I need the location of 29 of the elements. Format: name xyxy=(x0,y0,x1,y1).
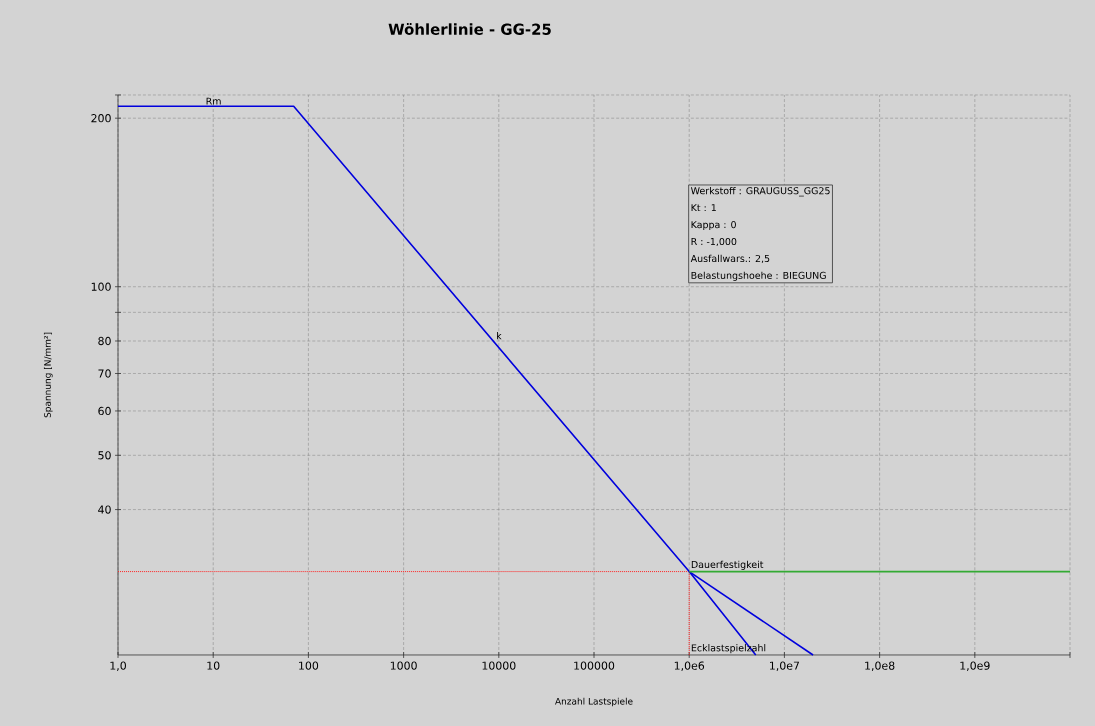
x-tick-label: 1,0 xyxy=(110,661,126,671)
annotation: R : -1,000 xyxy=(691,237,737,247)
annotation: Werkstoff : GRAUGUSS_GG25 xyxy=(690,186,830,197)
x-tick-label: 10000 xyxy=(482,661,516,670)
y-tick-label: 200 xyxy=(91,114,111,123)
x-tick-label: 100000 xyxy=(574,661,615,670)
x-axis-title: Anzahl Lastspiele xyxy=(555,697,633,707)
x-tick-label: 100 xyxy=(299,661,319,670)
annotation: Kt : 1 xyxy=(691,204,716,212)
y-tick-label: 100 xyxy=(91,282,111,291)
y-tick-label: 50 xyxy=(98,451,111,460)
x-tick-label: 1,0e7 xyxy=(770,661,800,671)
y-tick-label: 80 xyxy=(98,336,111,346)
annotation: Rm xyxy=(206,97,221,105)
y-axis-title: Spannung [N/mm²] xyxy=(43,332,53,418)
annotation: Ausfallwars.: 2,5 xyxy=(690,254,770,263)
chart-title: Wöhlerlinie - GG-25 xyxy=(388,23,551,35)
y-tick-label: 70 xyxy=(98,369,111,378)
x-tick-label: 1,0e9 xyxy=(960,661,990,671)
annotation: Dauerfestigkeit xyxy=(691,560,764,570)
annotation: k xyxy=(497,332,502,340)
y-tick-label: 60 xyxy=(98,406,111,416)
x-tick-label: 10 xyxy=(207,661,220,670)
annotation: Kappa : 0 xyxy=(691,221,736,231)
x-tick-label: 1000 xyxy=(390,661,417,670)
x-tick-label: 1,0e6 xyxy=(674,661,705,671)
annotation: Belastungshoehe : BIEGUNG xyxy=(691,271,826,281)
x-tick-label: 1,0e8 xyxy=(865,661,895,671)
y-tick-label: 40 xyxy=(98,505,111,514)
